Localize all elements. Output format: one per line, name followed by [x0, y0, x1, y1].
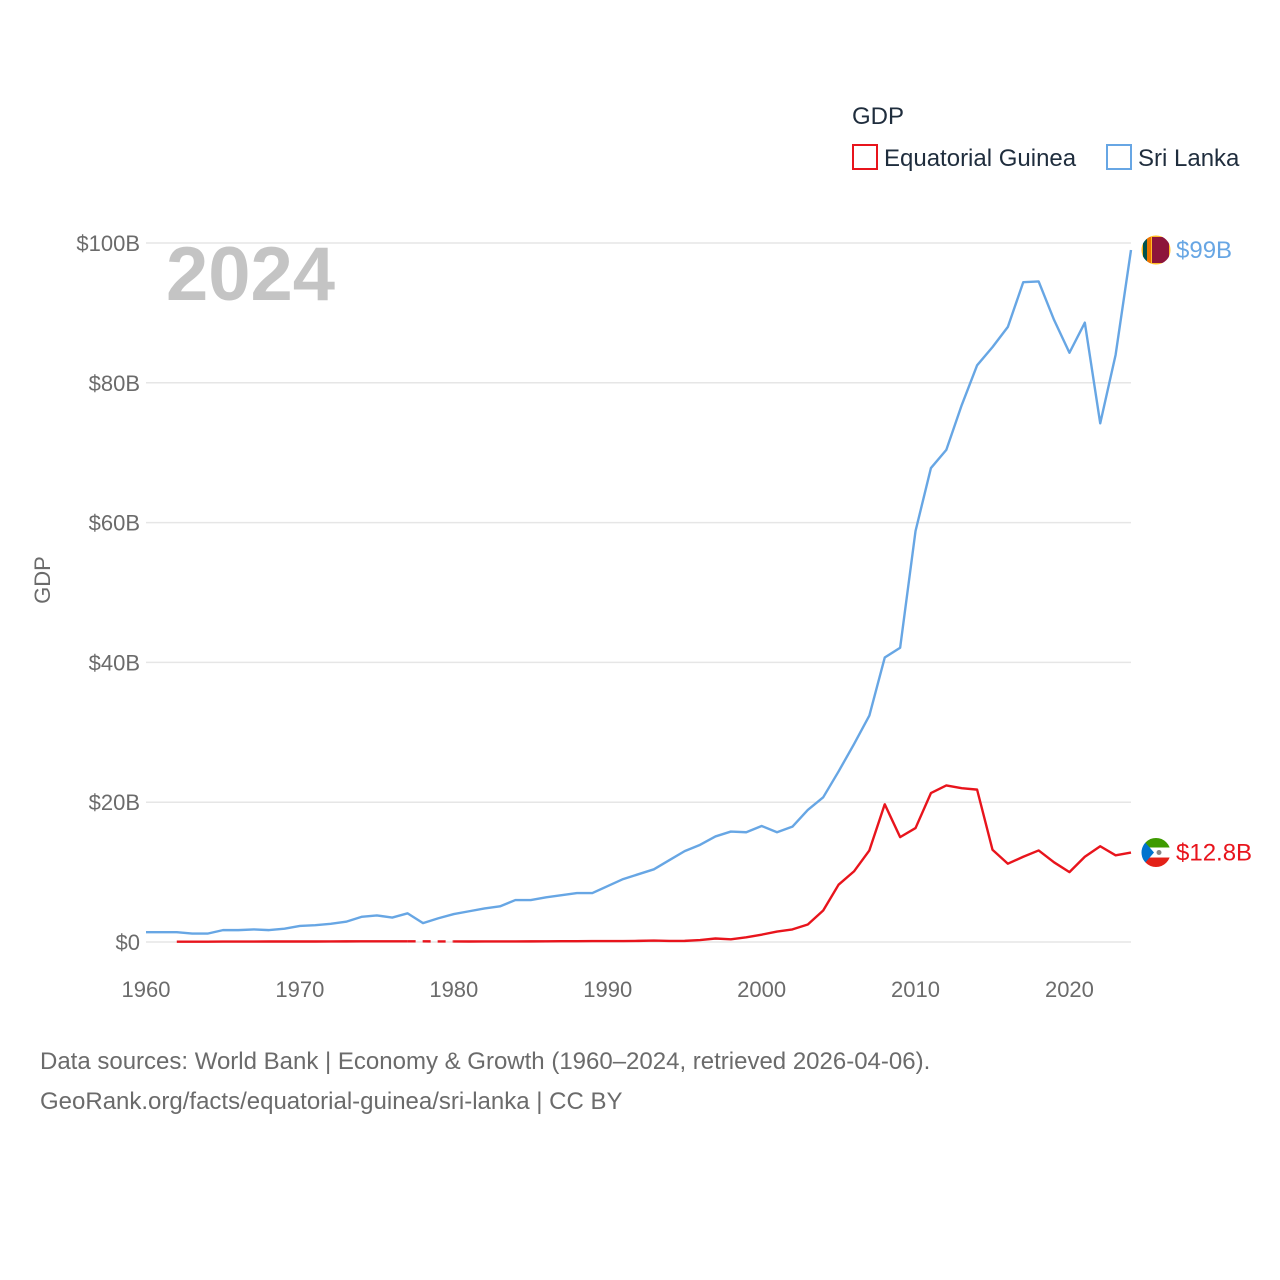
- legend-swatch-sri-lanka: [1106, 144, 1132, 170]
- x-axis-ticks: 1960 1970 1980 1990 2000 2010 2020: [122, 977, 1094, 1002]
- gridlines: [146, 242, 1131, 943]
- series-lines: [146, 249, 1133, 943]
- legend-label-equatorial-guinea: Equatorial Guinea: [884, 145, 1077, 172]
- x-tick-label: 1970: [275, 977, 324, 1002]
- y-tick-label: $60B: [89, 511, 140, 536]
- x-tick-label: 1960: [122, 977, 171, 1002]
- end-label-equatorial-guinea: $12.8B: [1176, 840, 1252, 867]
- y-axis-title: GDP: [30, 556, 55, 604]
- data-source-note: Data sources: World Bank | Economy & Gro…: [40, 1042, 930, 1122]
- y-tick-label: $80B: [89, 371, 140, 396]
- legend-entry-equatorial-guinea[interactable]: Equatorial Guinea: [852, 144, 1077, 172]
- y-axis-ticks: $0 $20B $40B $60B $80B $100B: [76, 231, 140, 955]
- x-tick-label: 1990: [583, 977, 632, 1002]
- end-label-sri-lanka: $99B: [1176, 237, 1232, 264]
- legend-title: GDP: [852, 103, 904, 130]
- x-tick-label: 1980: [429, 977, 478, 1002]
- y-tick-label: $0: [116, 930, 140, 955]
- gdp-line-chart: $0 $20B $40B $60B $80B $100B 1960 1970 1980 1990…: [30, 103, 1252, 1002]
- year-watermark: 2024: [166, 232, 335, 317]
- x-tick-label: 2010: [891, 977, 940, 1002]
- x-tick-label: 2020: [1045, 977, 1094, 1002]
- sri-lanka-flag-icon: [1140, 234, 1172, 266]
- y-tick-label: $40B: [89, 650, 140, 675]
- y-tick-label: $20B: [89, 790, 140, 815]
- source-line-1: Data sources: World Bank | Economy & Gro…: [40, 1048, 931, 1075]
- series-line-equatorial-guinea[interactable]: [453, 784, 1132, 943]
- series-line-sri-lanka[interactable]: [146, 249, 1133, 935]
- series-end-markers: $12.8B $99B: [1140, 234, 1252, 869]
- legend: GDP Equatorial Guinea Sri Lanka: [852, 103, 1240, 172]
- x-tick-label: 2000: [737, 977, 786, 1002]
- legend-label-sri-lanka: Sri Lanka: [1138, 145, 1240, 172]
- legend-swatch-equatorial-guinea: [852, 144, 878, 170]
- source-line-2[interactable]: GeoRank.org/facts/equatorial-guinea/sri-…: [40, 1088, 623, 1115]
- equatorial-guinea-flag-icon: [1140, 837, 1172, 869]
- legend-entry-sri-lanka[interactable]: Sri Lanka: [1106, 144, 1240, 172]
- y-tick-label: $100B: [76, 231, 140, 256]
